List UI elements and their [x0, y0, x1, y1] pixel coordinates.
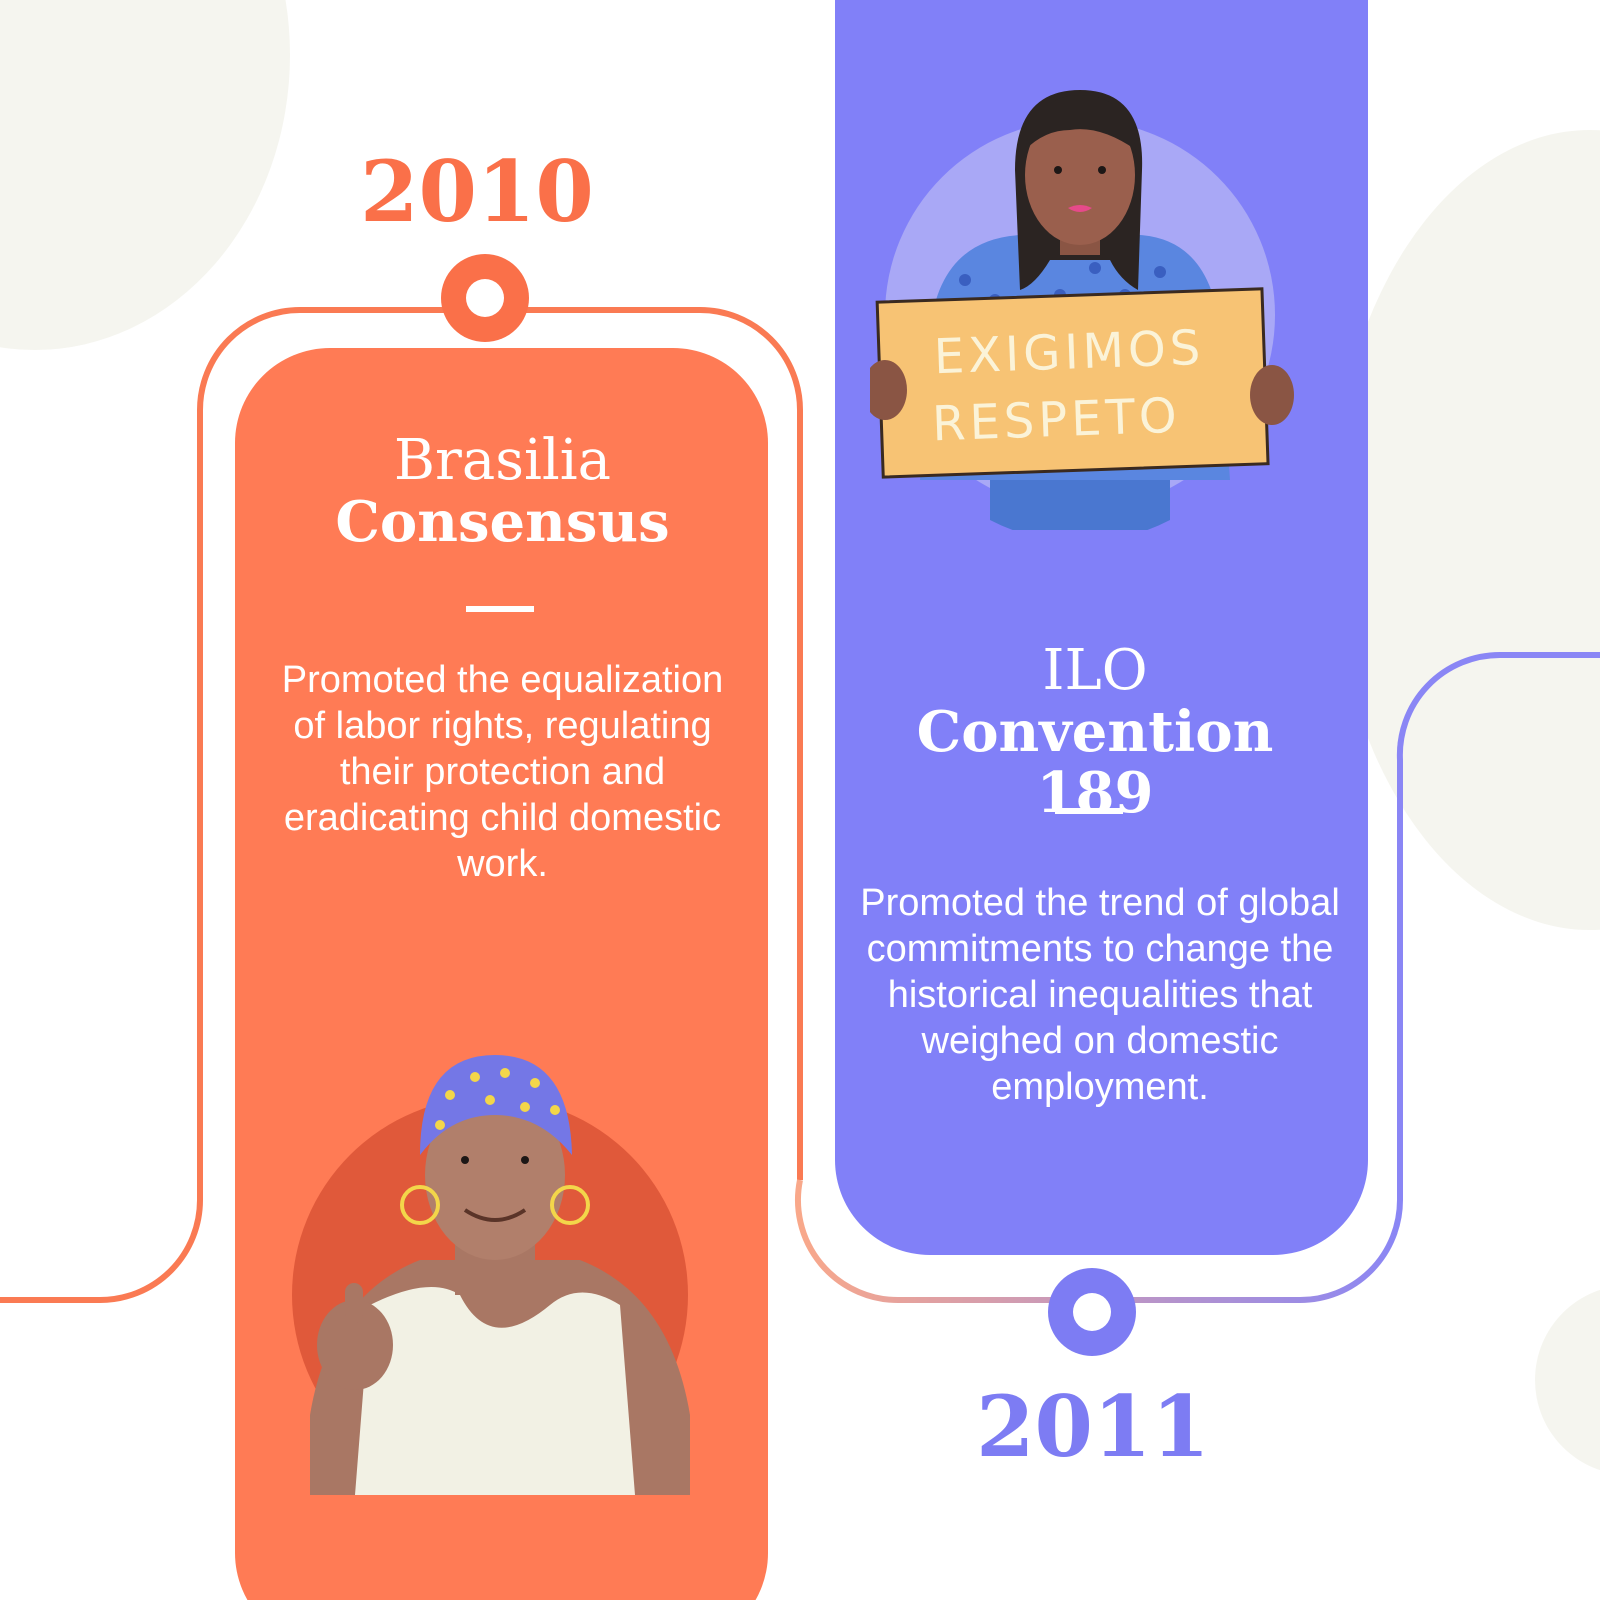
timeline-line-2011 — [1396, 651, 1600, 1200]
timeline-line-bottom — [795, 1179, 1403, 1304]
event-title-line2: Convention 189 — [916, 698, 1274, 827]
event-title-line2: Consensus — [335, 488, 670, 555]
event-divider-2011 — [1055, 808, 1123, 814]
event-year-2011: 2011 — [976, 1377, 1210, 1476]
worker-illustration — [292, 1055, 690, 1495]
timeline-node-icon — [1048, 1268, 1136, 1356]
sign-text-line1: EXIGIMOS — [933, 320, 1205, 385]
sign-text-line2: RESPETO — [931, 388, 1181, 453]
event-divider-2010 — [466, 606, 534, 612]
event-title-line1: Brasilia — [393, 428, 612, 493]
event-description-2010: Promoted the equalization of labor right… — [281, 659, 724, 885]
event-title-line1: ILO — [1042, 638, 1148, 703]
event-description-2011: Promoted the trend of global commitments… — [860, 882, 1340, 1108]
event-title-2011: ILO Convention 189 — [850, 640, 1340, 825]
timeline-line-2010 — [0, 307, 803, 1303]
protester-illustration: EXIGIMOS RESPETO — [870, 90, 1294, 530]
timeline-node-icon — [441, 254, 529, 342]
event-title-2010: Brasilia Consensus — [270, 430, 735, 553]
event-year-2010: 2010 — [360, 142, 594, 241]
